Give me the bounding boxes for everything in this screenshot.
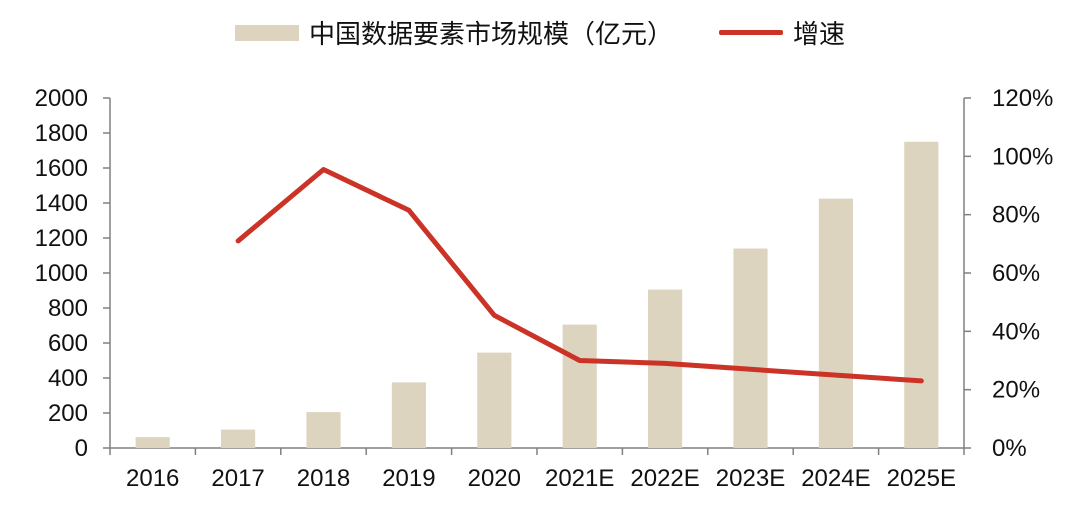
legend-swatch-line — [719, 30, 783, 35]
legend-swatch-bar — [234, 24, 299, 41]
left-tick-label: 1000 — [35, 260, 88, 287]
left-tick-label: 0 — [75, 435, 88, 462]
bar — [562, 324, 597, 448]
bar — [904, 141, 939, 448]
right-tick-label: 20% — [992, 377, 1040, 404]
bar-series — [135, 141, 939, 448]
x-tick-label: 2021E — [545, 465, 614, 492]
right-tick-label: 100% — [992, 143, 1053, 170]
x-tick-label: 2024E — [801, 465, 870, 492]
x-tick-label: 2017 — [211, 465, 264, 492]
bar — [818, 198, 853, 448]
x-tick-label: 2022E — [630, 465, 699, 492]
right-tick-label: 80% — [992, 202, 1040, 229]
legend: 中国数据要素市场规模（亿元） 增速 — [0, 14, 1080, 51]
bar — [477, 352, 512, 448]
left-tick-label: 1200 — [35, 225, 88, 252]
left-tick-label: 800 — [48, 295, 88, 322]
left-tick-label: 1800 — [35, 120, 88, 147]
left-tick-label: 1400 — [35, 190, 88, 217]
bar — [306, 412, 341, 448]
bar — [391, 382, 426, 448]
right-tick-label: 0% — [992, 435, 1027, 462]
left-tick-label: 2000 — [35, 85, 88, 112]
legend-item-growth: 增速 — [719, 14, 845, 51]
bar — [135, 437, 170, 448]
bar — [648, 289, 683, 448]
right-tick-label: 40% — [992, 318, 1040, 345]
right-tick-label: 60% — [992, 260, 1040, 287]
right-tick-label: 120% — [992, 85, 1053, 112]
left-y-axis: 0 200 400 600 800 1000 1200 1400 1600 1800 2000 — [35, 85, 111, 462]
right-y-axis: 0% 20% 40% 60% 80% 100% 120% — [963, 85, 1053, 462]
left-tick-label: 600 — [48, 330, 88, 357]
bar — [733, 248, 768, 448]
x-tick-label: 2019 — [382, 465, 435, 492]
legend-label-growth: 增速 — [793, 20, 846, 50]
bar — [221, 429, 256, 448]
left-tick-label: 200 — [48, 400, 88, 427]
x-axis: 2016 2017 2018 2019 2020 2021E 2022E 2023E 2024E… — [109, 447, 965, 492]
x-tick-label: 2016 — [126, 465, 179, 492]
left-tick-label: 1600 — [35, 155, 88, 182]
growth-line — [235, 167, 924, 384]
line-series — [235, 167, 924, 384]
legend-item-market-size: 中国数据要素市场规模（亿元） — [234, 14, 673, 51]
legend-label-market-size: 中国数据要素市场规模（亿元） — [308, 20, 673, 50]
x-tick-label: 2025E — [887, 465, 956, 492]
x-tick-label: 2018 — [297, 465, 350, 492]
left-tick-label: 400 — [48, 365, 88, 392]
x-tick-label: 2023E — [716, 465, 785, 492]
x-tick-label: 2020 — [468, 465, 521, 492]
